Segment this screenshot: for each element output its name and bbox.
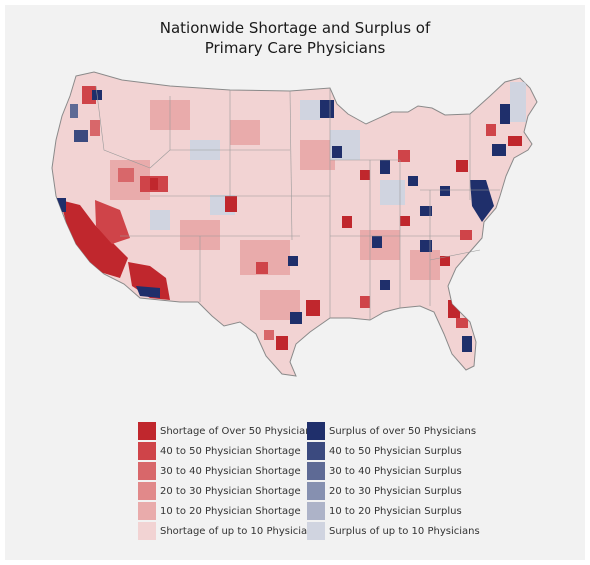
map-title-line-1: Nationwide Shortage and Surplus of: [159, 19, 431, 37]
state-borders: [95, 85, 500, 320]
legend-swatch: [138, 482, 156, 500]
county-fills: [56, 82, 526, 352]
legend-item: 10 to 20 Physician Surplus: [307, 501, 480, 521]
legend-swatch: [307, 522, 325, 540]
legend-label: 30 to 40 Physician Shortage: [160, 465, 301, 477]
legend-item: Surplus of up to 10 Physicians: [307, 521, 480, 541]
legend-label: 30 to 40 Physician Surplus: [329, 465, 462, 477]
legend-label: 20 to 30 Physician Surplus: [329, 485, 462, 497]
legend-item: 30 to 40 Physician Surplus: [307, 461, 480, 481]
legend-label: 10 to 20 Physician Shortage: [160, 505, 301, 517]
legend-surplus-column: Surplus of over 50 Physicians 40 to 50 P…: [307, 421, 480, 541]
legend-item: Surplus of over 50 Physicians: [307, 421, 480, 441]
legend-shortage-column: Shortage of Over 50 Physicians 40 to 50 …: [138, 421, 319, 541]
legend-swatch: [138, 522, 156, 540]
legend-swatch: [138, 462, 156, 480]
legend-swatch: [138, 422, 156, 440]
legend-label: 40 to 50 Physician Shortage: [160, 445, 301, 457]
legend-item: 40 to 50 Physician Shortage: [138, 441, 319, 461]
legend-swatch: [307, 502, 325, 520]
legend-swatch: [307, 422, 325, 440]
legend-label: 40 to 50 Physician Surplus: [329, 445, 462, 457]
legend-swatch: [138, 442, 156, 460]
us-landmass: [51, 71, 538, 377]
map-title: Nationwide Shortage and Surplus of Prima…: [0, 18, 590, 58]
legend-item: 20 to 30 Physician Shortage: [138, 481, 319, 501]
legend-swatch: [307, 462, 325, 480]
legend-label: 10 to 20 Physician Surplus: [329, 505, 462, 517]
legend-swatch: [138, 502, 156, 520]
legend-item: 20 to 30 Physician Surplus: [307, 481, 480, 501]
legend-label: Surplus of over 50 Physicians: [329, 425, 477, 437]
map-legend: Shortage of Over 50 Physicians 40 to 50 …: [138, 421, 480, 541]
legend-item: 10 to 20 Physician Shortage: [138, 501, 319, 521]
legend-swatch: [307, 482, 325, 500]
legend-item: 40 to 50 Physician Surplus: [307, 441, 480, 461]
us-county-map: [51, 71, 538, 377]
map-title-line-2: Primary Care Physicians: [204, 39, 386, 57]
legend-item: Shortage of Over 50 Physicians: [138, 421, 319, 441]
legend-label: Shortage of Over 50 Physicians: [160, 425, 317, 437]
legend-item: 30 to 40 Physician Shortage: [138, 461, 319, 481]
legend-item: Shortage of up to 10 Physicians: [138, 521, 319, 541]
legend-label: Shortage of up to 10 Physicians: [160, 525, 319, 537]
legend-swatch: [307, 442, 325, 460]
legend-label: Surplus of up to 10 Physicians: [329, 525, 480, 537]
legend-label: 20 to 30 Physician Shortage: [160, 485, 301, 497]
